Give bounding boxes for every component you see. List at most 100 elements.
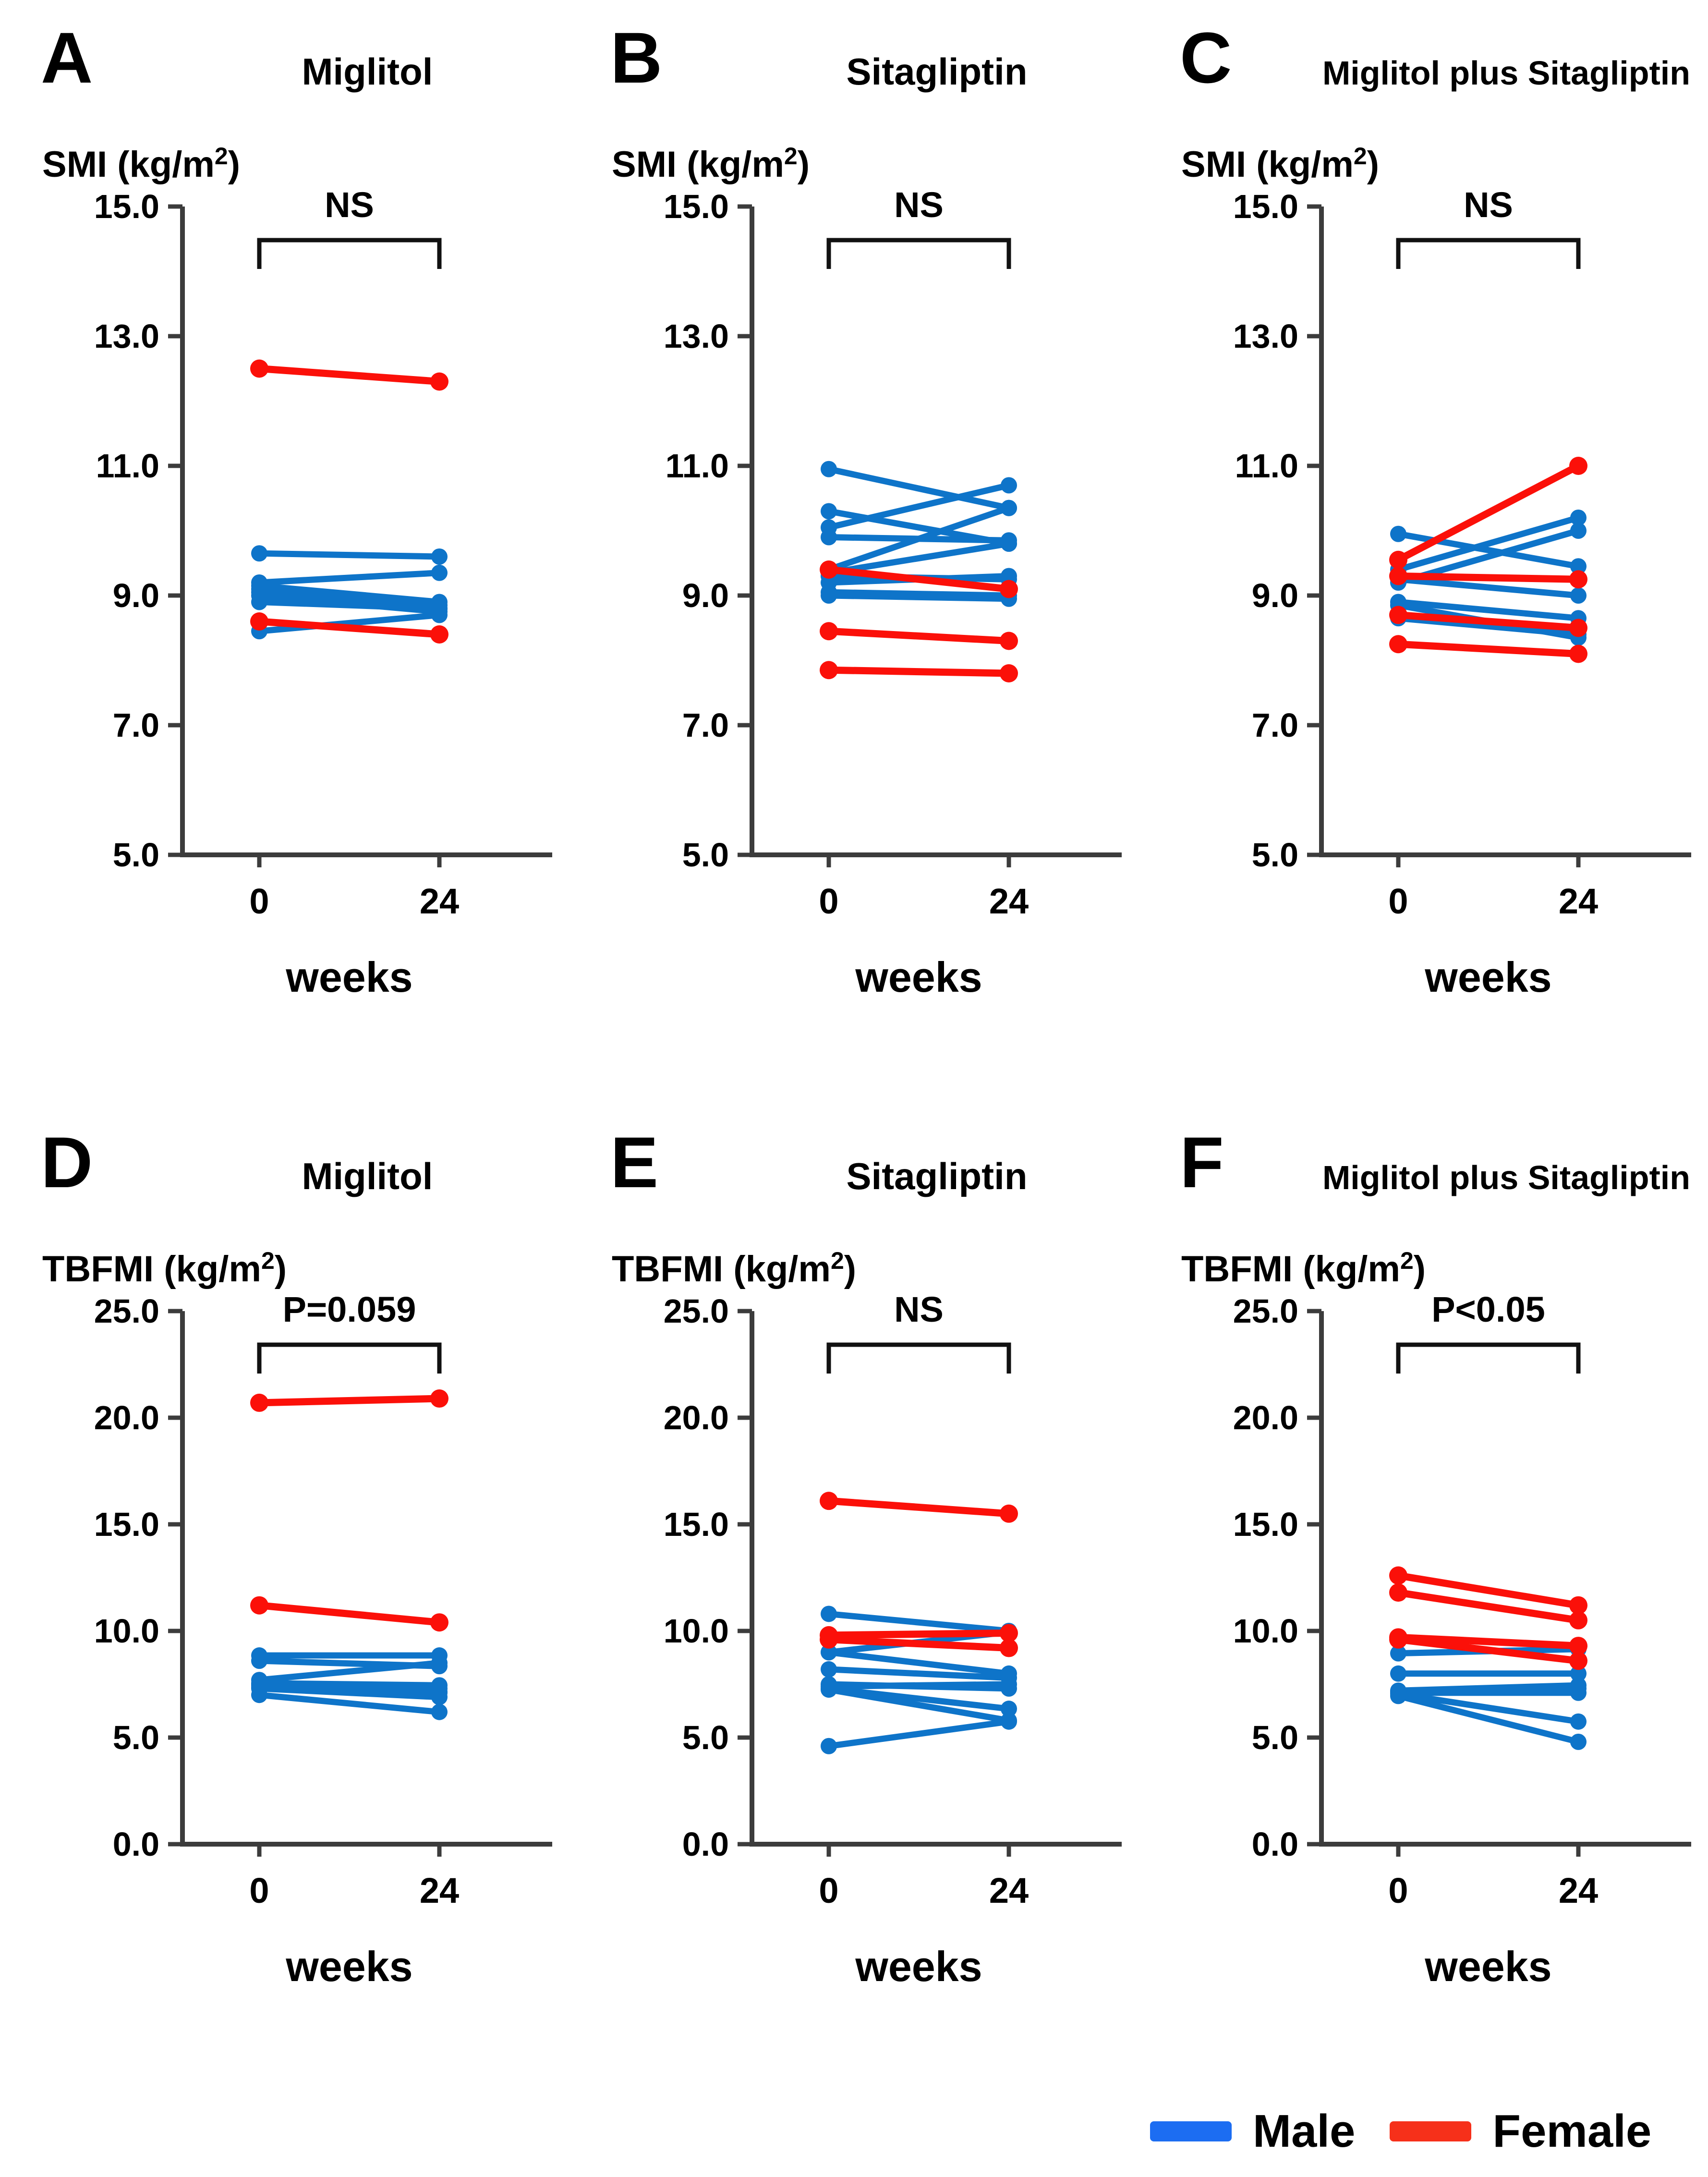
y-tick-label: 7.0: [113, 706, 159, 744]
x-tick-label: 24: [420, 1871, 459, 1910]
y-tick-label: 9.0: [113, 577, 159, 614]
data-point-female-week24: [1569, 1652, 1587, 1670]
data-point-male-week24: [431, 607, 448, 623]
data-point-male-week24: [1570, 510, 1587, 526]
y-tick-label: 9.0: [1252, 577, 1298, 614]
data-line-female: [825, 1629, 1013, 1639]
y-tick-label: 7.0: [682, 706, 729, 744]
y-tick-label: 10.0: [664, 1612, 729, 1650]
data-point-female-week24: [1569, 1611, 1587, 1630]
data-point-male-week24: [431, 1654, 448, 1671]
data-line-female: [825, 627, 1013, 645]
data-line-male: [256, 1685, 443, 1701]
data-point-male-week0: [821, 587, 837, 604]
panel-title: Miglitol plus Sitagliptin: [1322, 1159, 1690, 1196]
data-line-male: [825, 466, 1012, 511]
panel-f: F Miglitol plus Sitagliptin TBFMI (kg/m2) 2…: [1139, 1105, 1708, 2142]
panel-letter: A: [41, 17, 93, 98]
data-point-male-week24: [431, 548, 448, 565]
data-point-female-week0: [250, 1596, 268, 1615]
data-line-female: [1394, 1633, 1582, 1650]
comparison-bracket: [257, 1342, 442, 1374]
data-point-female-week24: [1000, 632, 1018, 650]
data-point-male-week24: [1001, 535, 1017, 552]
data-point-female-week24: [1000, 1639, 1018, 1657]
y-tick-label: 0.0: [113, 1825, 159, 1863]
data-point-male-week0: [251, 1653, 267, 1669]
data-point-female-week24: [1000, 580, 1018, 598]
data-point-male-week24: [1570, 1733, 1587, 1750]
x-tick-label: 0: [1388, 881, 1408, 921]
data-point-male-week0: [821, 1644, 837, 1661]
x-tick-label: 24: [989, 881, 1029, 921]
data-point-male-week0: [821, 1661, 837, 1678]
y-tick-label: 5.0: [1252, 836, 1298, 874]
y-tick-label: 15.0: [1233, 188, 1298, 225]
data-point-female-week24: [1000, 664, 1018, 682]
y-tick-label: 5.0: [682, 836, 729, 874]
data-point-male-week0: [251, 1687, 267, 1703]
y-axis-label: SMI (kg/m2): [42, 143, 240, 185]
data-point-male-week24: [1001, 568, 1017, 584]
data-point-female-week24: [430, 372, 448, 391]
male-line-swatch-icon: [1150, 2121, 1232, 2141]
legend-item-female: Female: [1390, 2108, 1651, 2154]
data-point-male-week0: [821, 503, 837, 520]
data-line-male: [1395, 615, 1582, 638]
panel-d-chart: D Miglitol TBFMI (kg/m2)25.0 20.0 15.0 10.0 5.…: [41, 1122, 552, 1990]
data-line-male: [1395, 531, 1582, 570]
panel-b-chart: B Sitagliptin SMI (kg/m2)15.0 13.0 11.0 9.0 7.…: [610, 17, 1122, 1001]
data-line-male: [825, 1649, 1012, 1677]
y-axis-label: SMI (kg/m2): [1181, 143, 1379, 185]
panel-title: Miglitol: [302, 1155, 433, 1197]
data-point-female-week0: [820, 661, 838, 680]
y-tick-label: 13.0: [94, 317, 159, 355]
y-tick-label: 13.0: [664, 317, 729, 355]
data-line-male: [1395, 1691, 1582, 1725]
panel-e: E Sitagliptin TBFMI (kg/m2) 25.0 20.0 15.0 10.…: [569, 1105, 1139, 2142]
y-tick-label: 5.0: [113, 836, 159, 874]
data-line-male: [256, 1691, 443, 1715]
data-point-male-week24: [431, 1703, 448, 1720]
significance-annotation: NS: [325, 185, 374, 225]
data-point-male-week0: [821, 1681, 837, 1698]
x-axis-label: weeks: [1424, 1943, 1551, 1990]
data-line-female: [825, 1636, 1013, 1652]
data-point-male-week0: [821, 1738, 837, 1754]
panel-letter: B: [610, 17, 662, 98]
data-point-male-week0: [1390, 1645, 1406, 1662]
data-line-female: [1394, 462, 1582, 564]
y-tick-label: 11.0: [666, 447, 729, 485]
legend-item-male: Male: [1150, 2108, 1355, 2154]
y-axis-label: TBFMI (kg/m2): [42, 1247, 287, 1289]
data-point-female-week24: [1569, 570, 1587, 589]
panel-letter: F: [1180, 1122, 1224, 1203]
legend-label-female: Female: [1492, 2105, 1652, 2157]
y-tick-label: 15.0: [664, 188, 729, 225]
data-line-female: [825, 566, 1013, 593]
panel-b: B Sitagliptin SMI (kg/m2) 15.0 13.0 11.0 9.0 7.…: [569, 0, 1139, 1037]
axis-lines: [750, 207, 1122, 857]
data-point-male-week0: [1390, 1665, 1406, 1682]
data-point-male-week24: [1570, 587, 1587, 604]
comparison-bracket: [1396, 1342, 1581, 1374]
data-line-male: [825, 1681, 1012, 1690]
data-line-male: [1395, 576, 1582, 599]
data-point-female-week0: [820, 560, 838, 579]
data-line-male: [1395, 599, 1582, 621]
y-tick-label: 13.0: [1233, 317, 1298, 355]
data-point-female-week24: [1569, 619, 1587, 637]
data-point-male-week0: [1390, 525, 1406, 542]
data-line-female: [255, 1395, 443, 1407]
data-point-male-week0: [821, 461, 837, 477]
data-point-female-week24: [1569, 645, 1587, 663]
data-point-male-week0: [1390, 1688, 1406, 1704]
data-line-female: [1394, 640, 1582, 657]
y-tick-label: 20.0: [94, 1399, 159, 1436]
significance-annotation: NS: [1464, 185, 1513, 225]
data-line-male: [256, 612, 443, 634]
x-axis-label: weeks: [855, 953, 982, 1001]
data-point-male-week24: [1001, 499, 1017, 516]
y-tick-label: 9.0: [682, 577, 729, 614]
